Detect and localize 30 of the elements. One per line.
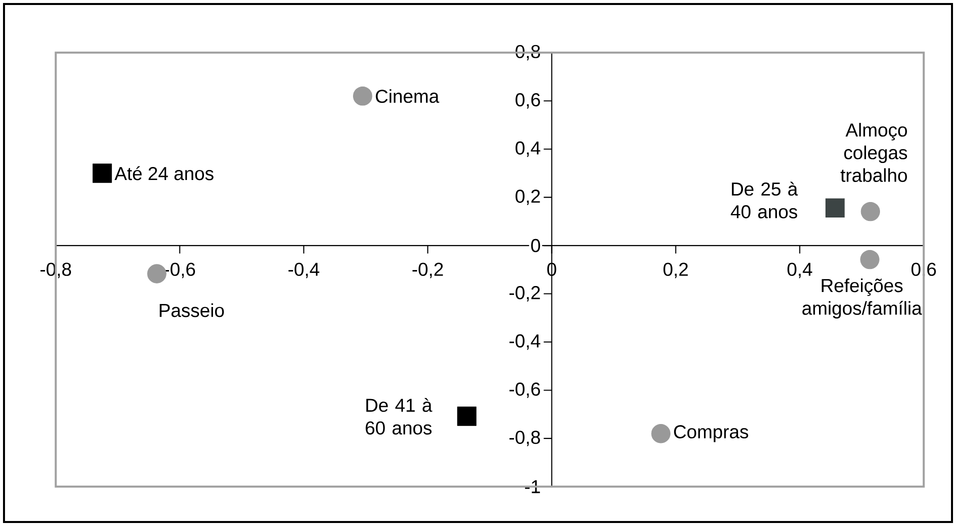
annotation: De 41 à 60 anos [366, 398, 432, 435]
point [825, 198, 845, 218]
x-tick-label: -0,4 [288, 262, 320, 278]
annotation: Almoço colegas trabalho [840, 122, 908, 182]
annotation: Passeio [160, 303, 224, 318]
y-tick-label: 0,2 [516, 190, 540, 206]
point [457, 406, 476, 426]
annotation: Compras [674, 425, 748, 442]
y-tick-label: -0,4 [509, 334, 540, 350]
point [147, 264, 166, 284]
annotation: Refeições amigos/família [802, 278, 922, 319]
x-tick-label: -0,2 [412, 262, 443, 278]
point [92, 164, 112, 183]
y-tick-label: -0,2 [509, 286, 540, 302]
x-tick-label: 0,2 [663, 262, 688, 278]
point [860, 250, 880, 270]
x-tick-label: -0,8 [40, 262, 72, 278]
point [651, 424, 670, 444]
y-tick-label: -0,8 [509, 430, 540, 446]
x-tick-label: -0,6 [164, 262, 195, 278]
point [860, 202, 880, 222]
annotation: Até 24 anos [114, 166, 214, 180]
y-tick-label: 0,4 [516, 141, 540, 157]
x-tick-label: 0,4 [787, 262, 812, 278]
annotation: Cinema [376, 89, 440, 103]
annotation: De 25 à 40 anos [730, 182, 798, 218]
y-tick-label: 0 [531, 238, 540, 252]
y-tick-label: 0,6 [516, 93, 540, 109]
y-tick-label: -0,6 [509, 382, 540, 398]
point [353, 86, 372, 106]
